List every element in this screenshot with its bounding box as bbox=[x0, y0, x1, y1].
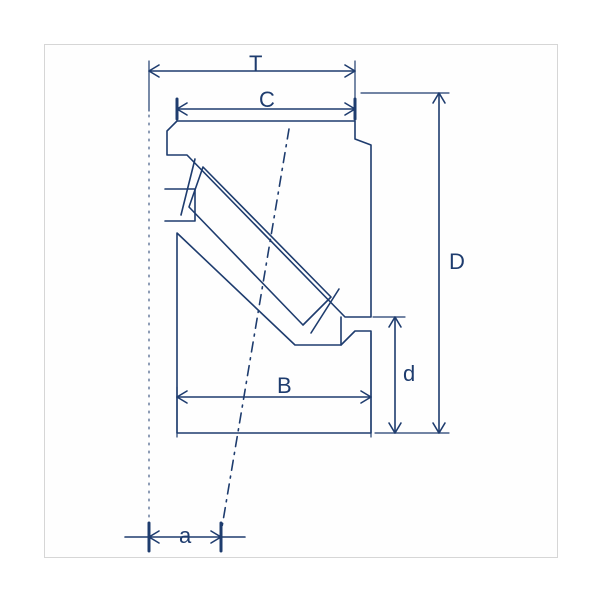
roller-small-end bbox=[181, 159, 195, 215]
dim-d bbox=[373, 317, 405, 433]
outer-ring bbox=[167, 121, 371, 317]
dim-a bbox=[125, 115, 245, 551]
label-a: a bbox=[179, 523, 191, 549]
label-T: T bbox=[249, 51, 262, 77]
label-C: C bbox=[259, 87, 275, 113]
label-B: B bbox=[277, 373, 292, 399]
bearing-cross-section bbox=[45, 45, 557, 557]
center-axis bbox=[221, 129, 289, 533]
diagram-frame: T C B D d a bbox=[44, 44, 558, 558]
inner-ring bbox=[177, 233, 371, 433]
label-D: D bbox=[449, 249, 465, 275]
dim-B bbox=[177, 333, 371, 437]
label-d: d bbox=[403, 361, 415, 387]
